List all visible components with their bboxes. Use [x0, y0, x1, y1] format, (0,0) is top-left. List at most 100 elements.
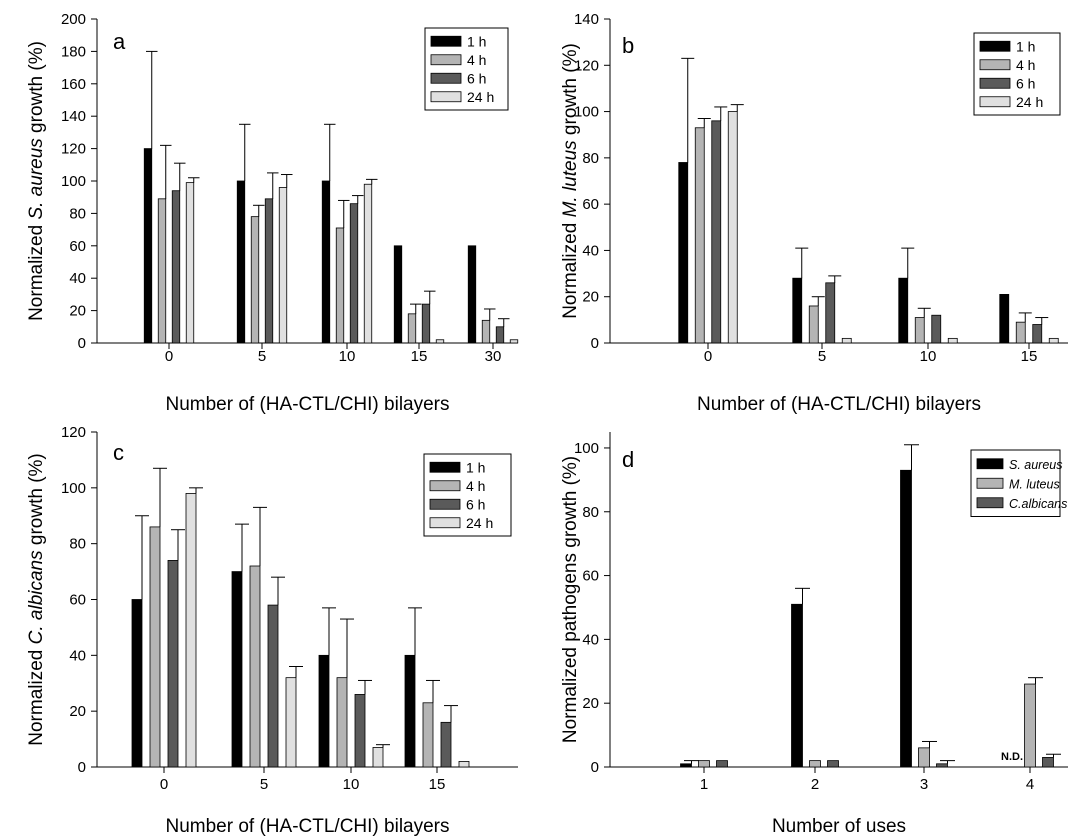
legend-swatch — [979, 77, 1011, 89]
bar — [481, 319, 491, 344]
x-tick-label: 0 — [704, 348, 712, 365]
panel-letter: b — [622, 33, 634, 58]
legend-label: 24 h — [467, 89, 494, 105]
bar — [393, 245, 403, 344]
legend-label: 4 h — [1016, 57, 1035, 73]
bar — [435, 339, 445, 344]
y-tick-label: 120 — [61, 141, 86, 158]
x-tick-label: 1 — [700, 776, 708, 793]
y-tick-label: 100 — [61, 173, 86, 190]
bar — [1042, 757, 1054, 768]
bar — [278, 187, 288, 344]
y-axis-title-part: Normalized — [26, 220, 47, 321]
legend-label: 24 h — [466, 515, 493, 531]
y-tick-label: 120 — [574, 57, 599, 74]
bar — [1015, 321, 1026, 344]
bar — [1048, 337, 1059, 344]
y-tick-label: 20 — [69, 303, 86, 320]
bar — [249, 565, 261, 768]
bar — [285, 677, 297, 768]
bar — [1032, 324, 1043, 344]
y-axis-title: Normalized C. albicans growth (%) — [26, 453, 47, 746]
x-tick-label: 15 — [1021, 348, 1038, 365]
y-axis-title-part: growth (%) — [26, 453, 47, 550]
y-tick-label: 60 — [582, 196, 599, 213]
legend-swatch — [979, 40, 1011, 52]
legend-label: 1 h — [1016, 38, 1035, 54]
bar — [250, 216, 260, 344]
y-tick-label: 100 — [61, 480, 86, 497]
x-tick-label: 5 — [818, 348, 826, 365]
legend: S. aureus M. luteus C.albicans — [970, 449, 1067, 517]
legend-label: 4 h — [466, 478, 485, 494]
x-axis-title: Number of (HA-CTL/CHI) bilayers — [166, 816, 450, 836]
y-axis-title-part: C. albicans — [26, 550, 47, 644]
x-tick-label: 5 — [260, 776, 268, 793]
legend-label: M. luteus — [1009, 477, 1060, 491]
y-tick-label: 0 — [78, 759, 86, 776]
y-axis-title: Normalized M. luteus growth (%) — [560, 43, 581, 319]
y-tick-label: 140 — [61, 108, 86, 125]
legend-swatch — [979, 59, 1011, 71]
legend-label: 24 h — [1016, 94, 1043, 110]
y-tick-label: 20 — [582, 289, 599, 306]
y-axis-title-part: S. aureus — [26, 138, 47, 220]
y-tick-label: 140 — [574, 11, 599, 28]
y-tick-label: 60 — [69, 592, 86, 609]
legend: 1 h 4 h 6 h 24 h — [973, 32, 1061, 116]
bar — [900, 469, 912, 768]
panel-a: 0 20 40 60 80 100 120 140 160 180 200 0 5 10 15 30 1 h 4 … — [26, 11, 519, 415]
bar — [321, 180, 331, 344]
legend-swatch — [976, 497, 1004, 509]
bar — [495, 326, 505, 344]
legend-swatch — [979, 96, 1011, 108]
legend: 1 h 4 h 6 h 24 h — [423, 453, 512, 537]
panel-letter: c — [113, 440, 124, 465]
x-axis-title: Number of (HA-CTL/CHI) bilayers — [697, 394, 981, 415]
y-tick-label: 0 — [591, 335, 599, 352]
legend-swatch — [430, 35, 462, 47]
y-tick-label: 0 — [591, 759, 599, 776]
bar — [727, 111, 738, 344]
y-tick-label: 80 — [582, 150, 599, 167]
bar — [185, 493, 197, 768]
bar — [467, 245, 477, 344]
y-axis-title-part: Normalized pathogens growth (%) — [560, 456, 581, 743]
legend-label: 1 h — [466, 459, 485, 475]
bar — [947, 337, 958, 344]
x-tick-label: 10 — [343, 776, 360, 793]
x-tick-label: 15 — [429, 776, 446, 793]
panel-d: 0 20 40 60 80 100 1 2 3 4 N.D. S. aureus M. luteus C.… — [560, 432, 1068, 836]
legend-label: 1 h — [467, 33, 486, 49]
bar — [335, 227, 345, 344]
bar — [336, 677, 348, 768]
bar — [407, 313, 417, 344]
bar — [809, 760, 821, 768]
y-tick-label: 80 — [69, 205, 86, 222]
legend-swatch — [429, 498, 461, 510]
y-axis-title-part: growth (%) — [560, 43, 581, 140]
bar — [421, 303, 431, 344]
bar — [711, 120, 722, 344]
bar — [149, 526, 161, 768]
annotation-nd: N.D. — [1001, 751, 1023, 763]
bar — [999, 293, 1010, 344]
bar — [131, 599, 143, 768]
bar — [827, 760, 839, 768]
legend-swatch — [430, 91, 462, 103]
bar — [354, 694, 366, 768]
bar — [931, 314, 942, 344]
x-tick-label: 15 — [411, 348, 428, 365]
panel-letter: a — [113, 29, 126, 54]
bar — [841, 337, 852, 344]
y-axis-title-part: Normalized — [560, 217, 581, 318]
bar — [440, 721, 452, 768]
x-tick-label: 10 — [920, 348, 937, 365]
bar — [808, 305, 819, 344]
legend-label: 6 h — [466, 496, 485, 512]
bar — [698, 760, 710, 768]
x-tick-label: 3 — [920, 776, 928, 793]
x-tick-label: 2 — [811, 776, 819, 793]
bar — [236, 180, 246, 344]
